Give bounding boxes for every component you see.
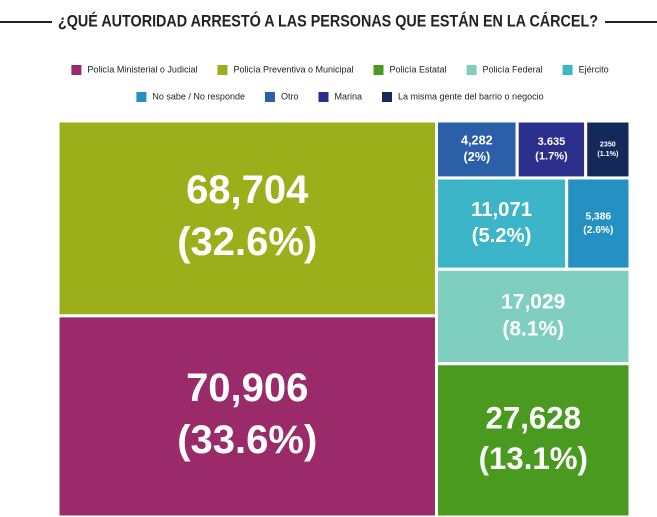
value-label: 3.635 bbox=[538, 136, 566, 148]
treemap-cell bbox=[434, 176, 569, 271]
value-label: 4,282 bbox=[461, 134, 493, 148]
legend-swatch bbox=[264, 92, 275, 102]
treemap-cell bbox=[56, 314, 438, 517]
legend-label: La misma gente del barrio o negocio bbox=[398, 91, 544, 101]
legend-swatch bbox=[71, 65, 82, 75]
percent-label: (32.6%) bbox=[177, 220, 317, 264]
legend-label: Policía Ministerial o Judicial bbox=[87, 64, 197, 74]
treemap-cell bbox=[584, 119, 632, 180]
value-label: 2350 bbox=[600, 141, 616, 149]
legend-label: Policía Federal bbox=[483, 64, 543, 74]
treemap-cell bbox=[56, 119, 438, 318]
legend-label: No sabe / No responde bbox=[152, 91, 245, 101]
treemap-cell bbox=[434, 362, 632, 517]
chart-title: ¿QUÉ AUTORIDAD ARRESTÓ A LAS PERSONAS QU… bbox=[58, 11, 598, 30]
legend-swatch bbox=[217, 65, 228, 75]
percent-label: (1.7%) bbox=[535, 151, 568, 163]
legend-swatch bbox=[373, 65, 384, 75]
legend-swatch bbox=[136, 92, 147, 102]
legend-label: Otro bbox=[281, 91, 299, 101]
treemap-cell bbox=[565, 176, 632, 271]
value-label: 17,029 bbox=[501, 290, 565, 313]
percent-label: (2%) bbox=[463, 150, 490, 164]
treemap-cell bbox=[434, 267, 632, 366]
percent-label: (1.1%) bbox=[597, 150, 619, 158]
percent-label: (33.6%) bbox=[177, 418, 317, 462]
percent-label: (2.6%) bbox=[583, 225, 613, 236]
treemap-cell bbox=[515, 119, 588, 180]
legend-swatch bbox=[382, 92, 392, 102]
value-label: 5,386 bbox=[586, 212, 612, 223]
value-label: 70,906 bbox=[186, 366, 308, 410]
percent-label: (8.1%) bbox=[502, 318, 564, 341]
legend-label: Marina bbox=[334, 91, 362, 101]
value-label: 68,704 bbox=[186, 168, 309, 212]
legend-swatch bbox=[466, 65, 477, 75]
legend-row: Policía Ministerial o Judicial Policía Pr… bbox=[71, 64, 609, 75]
legend-row: No sabe / No responde Otro Marina La misma … bbox=[136, 91, 544, 102]
legend-label: Ejército bbox=[579, 64, 609, 74]
value-label: 27,628 bbox=[486, 400, 581, 435]
legend-label: Policía Preventiva o Municipal bbox=[233, 64, 353, 74]
legend-label: Policía Estatal bbox=[390, 64, 447, 74]
percent-label: (5.2%) bbox=[472, 225, 532, 247]
legend-swatch bbox=[562, 65, 573, 75]
legend-swatch bbox=[318, 92, 329, 102]
value-label: 11,071 bbox=[471, 199, 532, 221]
percent-label: (13.1%) bbox=[479, 441, 588, 476]
